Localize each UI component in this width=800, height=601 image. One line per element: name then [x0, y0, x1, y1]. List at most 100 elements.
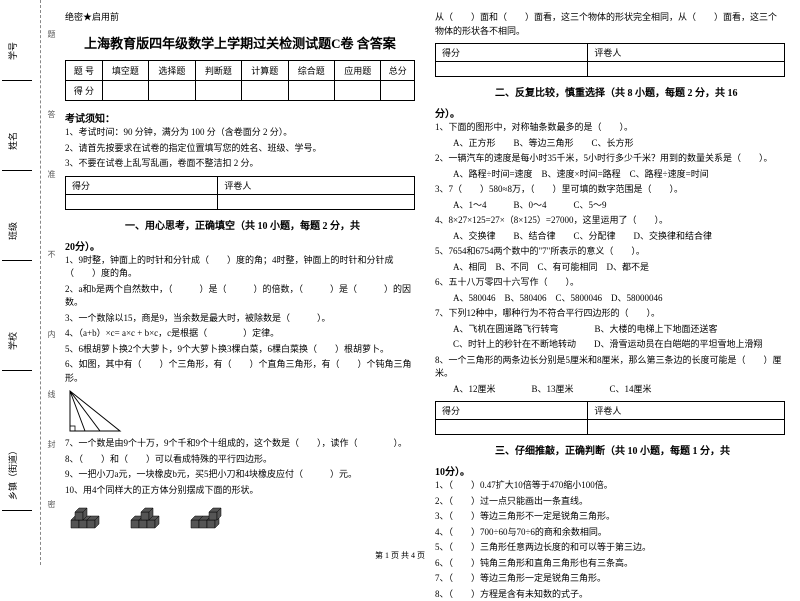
- label-student-id: 学号: [6, 42, 19, 60]
- q1-8: 8、（ ）和（ ）可以看成特殊的平行四边形。: [65, 453, 415, 467]
- q2-item: C、时针上的秒针在不断地转动 D、滑雪运动员在白皑皑的平坦雪地上滑翔: [435, 338, 785, 352]
- score-cell[interactable]: [242, 81, 288, 101]
- q2-item: A、580046 B、580406 C、5800046 D、58000046: [435, 292, 785, 306]
- seal-note-4: 不: [46, 250, 57, 262]
- seal-note-6: 线: [46, 390, 57, 402]
- q1-4: 4、（a+b）×c= a×c + b×c，c是根据（ ）定律。: [65, 327, 415, 341]
- scorebox-label: 得分: [66, 176, 218, 194]
- scorebox-label: 得分: [436, 402, 588, 420]
- score-cell[interactable]: [149, 81, 195, 101]
- content-area: 绝密★启用前 上海教育版四年级数学上学期过关检测试题C卷 含答案 题 号 填空题…: [55, 0, 800, 565]
- score-row-label: 得 分: [66, 81, 103, 101]
- q2-item: A、1～4 B、0～4 C、5～9: [435, 199, 785, 213]
- fold-line: [40, 0, 41, 565]
- q1-9: 9、一把小刀a元，一块橡皮b元，买5把小刀和4块橡皮应付（ ）元。: [65, 468, 415, 482]
- seal-note-2: 答: [46, 110, 57, 122]
- q2-item: A、12厘米 B、13厘米 C、14厘米: [435, 383, 785, 397]
- q1-10: 10、用4个同样大的正方体分别摆成下面的形状。: [65, 484, 415, 498]
- score-table: 题 号 填空题 选择题 判断题 计算题 综合题 应用题 总分 得 分: [65, 60, 415, 101]
- score-cell[interactable]: [288, 81, 334, 101]
- scorebox-label: 评卷人: [588, 402, 785, 420]
- notice-item: 1、考试时间：90 分钟，满分为 100 分（含卷面分 2 分）。: [65, 126, 415, 140]
- score-h7: 总分: [381, 61, 415, 81]
- q2-item: 4、8×27×125=27×（8×125）=27000，这里运用了（ ）。: [435, 214, 785, 228]
- scorebox-cell[interactable]: [436, 62, 588, 77]
- section-3-title: 三、仔细推敲，正确判断（共 10 小题，每题 1 分，共: [495, 442, 785, 457]
- notice-item: 3、不要在试卷上乱写乱画，卷面不整洁扣 2 分。: [65, 157, 415, 171]
- q1-10-cont: 从（ ）面和（ ）面看，这三个物体的形状完全相同，从（ ）面看，这三个物体的形状…: [435, 11, 785, 38]
- q2-item: 3、7（ ）580≈8万，（ ）里可填的数字范围是（ ）。: [435, 183, 785, 197]
- section-1-title: 一、用心思考，正确填空（共 10 小题，每题 2 分，共: [125, 217, 415, 232]
- seal-note-3: 准: [46, 170, 57, 182]
- section-scorebox-2: 得分评卷人: [435, 43, 785, 77]
- section-2-title: 二、反复比较，慎重选择（共 8 小题，每题 2 分，共 16: [495, 84, 785, 99]
- q2-item: 5、7654和6754两个数中的"7"所表示的意义（ ）。: [435, 245, 785, 259]
- scorebox-cell[interactable]: [436, 420, 588, 435]
- page: 学号 姓名 班级 学校 乡镇（街道） 题 答 准 不 内 线 封 密 绝密★启用…: [0, 0, 800, 565]
- q3-item: 7、（ ）等边三角形一定是锐角三角形。: [435, 572, 785, 586]
- scorebox-cell[interactable]: [66, 194, 218, 209]
- section-1-tail: 20分）。: [65, 238, 415, 253]
- score-value-row: 得 分: [66, 81, 415, 101]
- cube-fig-3: [185, 500, 229, 532]
- q2-item: 1、下面的图形中，对称轴条数最多的是（ ）。: [435, 121, 785, 135]
- q1-5: 5、6根胡萝卜换2个大萝卜，9个大萝卜换3棵白菜，6棵白菜换（ ）根胡萝卜。: [65, 343, 415, 357]
- seal-note-7: 封: [46, 440, 57, 452]
- scorebox-cell[interactable]: [218, 194, 415, 209]
- score-header-row: 题 号 填空题 选择题 判断题 计算题 综合题 应用题 总分: [66, 61, 415, 81]
- q2-item: A、路程÷时间=速度 B、速度×时间=路程 C、路程÷速度=时间: [435, 168, 785, 182]
- q2-item: A、相同 B、不同 C、有可能相同 D、都不是: [435, 261, 785, 275]
- page-footer: 第 1 页 共 4 页: [0, 550, 800, 561]
- score-cell[interactable]: [102, 81, 148, 101]
- score-h3: 判断题: [195, 61, 241, 81]
- column-right: 从（ ）面和（ ）面看，这三个物体的形状完全相同，从（ ）面看，这三个物体的形状…: [435, 10, 785, 560]
- label-town: 乡镇（街道）: [6, 446, 19, 500]
- notice-item: 2、请首先按要求在试卷的指定位置填写您的姓名、班级、学号。: [65, 142, 415, 156]
- secret-label: 绝密★启用前: [65, 10, 415, 23]
- q3-item: 8、（ ）方程是含有未知数的式子。: [435, 588, 785, 601]
- scorebox-label: 评卷人: [218, 176, 415, 194]
- underline-name: [2, 170, 32, 171]
- score-h0: 题 号: [66, 61, 103, 81]
- q3-item: 2、（ ）过一点只能画出一条直线。: [435, 495, 785, 509]
- score-cell[interactable]: [195, 81, 241, 101]
- q2-item: 6、五十八万零四十六写作（ ）。: [435, 276, 785, 290]
- q3-item: 1、（ ）0.47扩大10倍等于470缩小100倍。: [435, 479, 785, 493]
- cube-fig-1: [65, 500, 109, 532]
- q3-item: 4、（ ）700÷60与70÷6的商和余数相同。: [435, 526, 785, 540]
- notice-heading: 考试须知：: [65, 110, 415, 125]
- binding-margin: 学号 姓名 班级 学校 乡镇（街道） 题 答 准 不 内 线 封 密: [0, 0, 55, 565]
- section-2-tail: 分）。: [435, 105, 785, 120]
- exam-title: 上海教育版四年级数学上学期过关检测试题C卷 含答案: [65, 33, 415, 52]
- q1-2: 2、a和b是两个自然数中，（ ）是（ ）的倍数，（ ）是（ ）的因数。: [65, 283, 415, 310]
- score-cell[interactable]: [381, 81, 415, 101]
- scorebox-cell[interactable]: [588, 62, 785, 77]
- seal-note-1: 题: [46, 30, 57, 42]
- scorebox-label: 得分: [436, 44, 588, 62]
- label-school: 学校: [6, 332, 19, 350]
- underline-town: [2, 510, 32, 511]
- seal-note-8: 密: [46, 500, 57, 512]
- score-h6: 应用题: [335, 61, 381, 81]
- score-cell[interactable]: [335, 81, 381, 101]
- scorebox-cell[interactable]: [588, 420, 785, 435]
- q3-item: 3、（ ）等边三角形不一定是锐角三角形。: [435, 510, 785, 524]
- q2-item: 8、一个三角形的两条边长分别是5厘米和8厘米，那么第三条边的长度可能是（ ）厘米…: [435, 354, 785, 381]
- underline-id: [2, 80, 32, 81]
- score-h4: 计算题: [242, 61, 288, 81]
- section-scorebox-1: 得分评卷人: [65, 176, 415, 210]
- q1-6: 6、如图，其中有（ ）个三角形，有（ ）个直角三角形，有（ ）个钝角三角形。: [65, 358, 415, 385]
- triangle-figure: [65, 386, 125, 436]
- column-left: 绝密★启用前 上海教育版四年级数学上学期过关检测试题C卷 含答案 题 号 填空题…: [65, 10, 415, 560]
- label-class: 班级: [6, 222, 19, 240]
- scorebox-label: 评卷人: [588, 44, 785, 62]
- q2-item: A、交换律 B、结合律 C、分配律 D、交换律和结合律: [435, 230, 785, 244]
- section-scorebox-3: 得分评卷人: [435, 401, 785, 435]
- score-h1: 填空题: [102, 61, 148, 81]
- q1-7: 7、一个数是由9个十万，9个千和9个十组成的，这个数是（ ），读作（ ）。: [65, 437, 415, 451]
- underline-class: [2, 260, 32, 261]
- score-h2: 选择题: [149, 61, 195, 81]
- section-3-tail: 10分）。: [435, 463, 785, 478]
- q1-3: 3、一个数除以15，商是9，当余数是最大时，被除数是（ ）。: [65, 312, 415, 326]
- seal-note-5: 内: [46, 330, 57, 342]
